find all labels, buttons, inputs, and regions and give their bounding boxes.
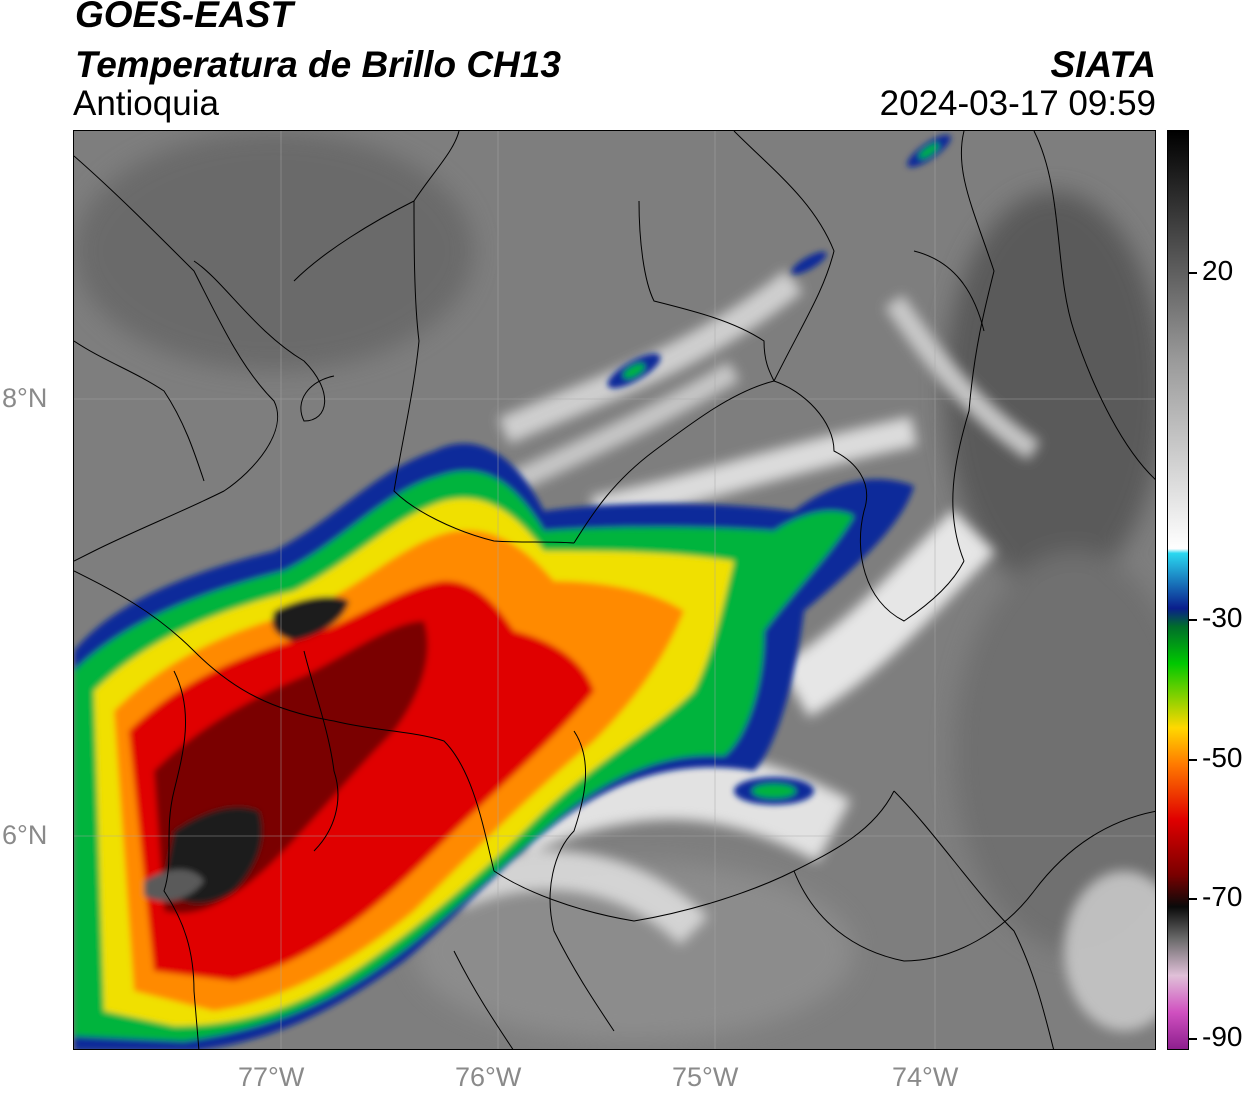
lon-label-77w: 77°W	[238, 1062, 305, 1092]
colorbar-label-minus30: -30	[1202, 602, 1243, 633]
colorbar-tick	[1189, 759, 1197, 761]
lon-label-75w: 75°W	[672, 1062, 739, 1092]
map-canvas	[74, 131, 1155, 1049]
product-title: Temperatura de Brillo CH13	[75, 44, 561, 85]
colorbar-label-20: 20	[1202, 255, 1234, 286]
colorbar-tick	[1189, 1038, 1197, 1040]
satellite-title: GOES-EAST	[75, 0, 293, 35]
colorbar-tick	[1189, 898, 1197, 900]
colorbar-tick	[1189, 619, 1197, 621]
colorbar-label-minus90: -90	[1202, 1021, 1243, 1052]
datetime-label: 2024-03-17 09:59	[879, 84, 1156, 123]
temperature-colorbar	[1167, 130, 1189, 1050]
colorbar-label-minus50: -50	[1202, 742, 1243, 773]
colorbar-label-minus70: -70	[1202, 881, 1243, 912]
administrative-boundaries	[74, 131, 1155, 1049]
warm-surface-regions	[74, 131, 1155, 1041]
lat-label-8n: 8°N	[2, 383, 48, 413]
region-label: Antioquia	[73, 84, 219, 123]
lon-label-74w: 74°W	[892, 1062, 959, 1092]
convective-cloud-system	[74, 443, 914, 1049]
brightness-temperature-map[interactable]	[73, 130, 1156, 1050]
organization-label: SIATA	[1050, 44, 1156, 85]
lat-label-6n: 6°N	[2, 820, 48, 850]
isolated-cold-cells	[607, 134, 951, 805]
lon-label-76w: 76°W	[455, 1062, 522, 1092]
graticule	[74, 131, 1155, 1049]
colorbar-tick	[1189, 272, 1197, 274]
